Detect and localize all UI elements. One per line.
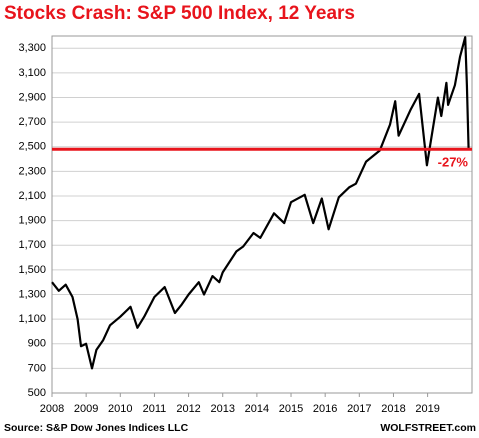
y-tick-label: 500 <box>28 387 46 399</box>
x-tick-label: 2018 <box>381 403 405 415</box>
x-tick-label: 2019 <box>415 403 439 415</box>
x-tick-label: 2008 <box>40 403 64 415</box>
price-line <box>51 36 470 370</box>
x-tick-label: 2012 <box>176 403 200 415</box>
x-tick-label: 2013 <box>210 403 234 415</box>
y-tick-label: 2,700 <box>18 116 46 128</box>
y-tick-label: 2,300 <box>18 165 46 177</box>
y-tick-label: 1,100 <box>18 313 46 325</box>
y-tick-label: 1,700 <box>18 239 46 251</box>
y-tick-label: 1,300 <box>18 288 46 300</box>
y-tick-label: 1,500 <box>18 264 46 276</box>
x-tick-label: 2015 <box>279 403 303 415</box>
plot-frame <box>51 35 473 394</box>
y-tick-label: 2,100 <box>18 190 46 202</box>
y-tick-label: 2,900 <box>18 91 46 103</box>
y-tick-label: 3,100 <box>18 67 46 79</box>
x-tick-label: 2017 <box>347 403 371 415</box>
y-tick-label: 700 <box>28 362 46 374</box>
credit: WOLFSTREET.com <box>380 422 476 434</box>
y-tick-label: 3,300 <box>18 42 46 54</box>
chart-title: Stocks Crash: S&P 500 Index, 12 Years <box>4 3 355 24</box>
x-tick-label: 2010 <box>108 403 132 415</box>
x-tick-label: 2014 <box>245 403 269 415</box>
source: Source: S&P Dow Jones Indices LLC <box>4 422 189 434</box>
x-tick-label: 2009 <box>74 403 98 415</box>
y-tick-label: 2,500 <box>18 141 46 153</box>
x-tick-label: 2011 <box>143 403 167 415</box>
annotation: -27% <box>438 155 469 170</box>
x-tick-label: 2016 <box>313 403 337 415</box>
y-tick-label: 1,900 <box>18 215 46 227</box>
y-tick-label: 900 <box>28 338 46 350</box>
